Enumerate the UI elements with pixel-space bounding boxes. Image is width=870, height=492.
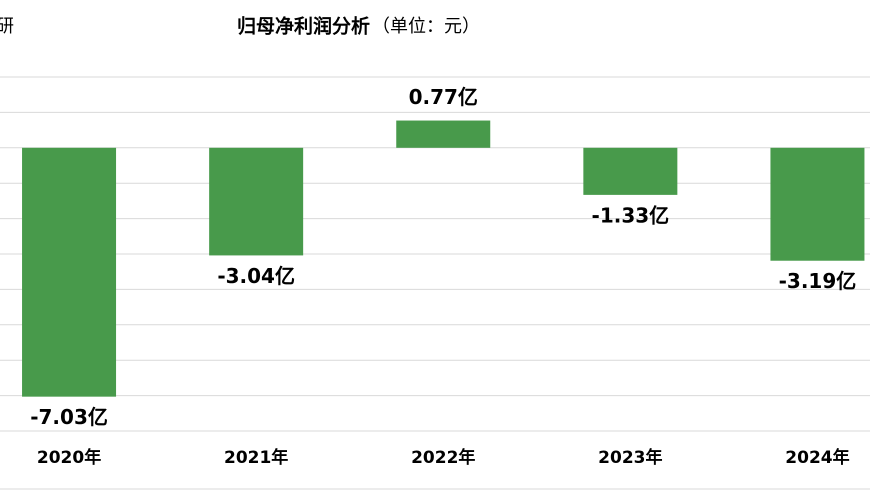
- value-label: -3.04亿: [217, 264, 295, 288]
- bar: [770, 147, 865, 261]
- unit-note: （单位：元）: [372, 16, 480, 37]
- x-tick-label: 2024年: [785, 447, 849, 468]
- bar: [22, 147, 117, 397]
- x-tick-label: 2022年: [411, 447, 475, 468]
- x-tick-label: 2020年: [37, 447, 101, 468]
- annotation: 研: [0, 16, 14, 37]
- bar: [396, 120, 491, 148]
- value-label: -7.03亿: [30, 405, 108, 429]
- x-tick-label: 2023年: [598, 447, 662, 468]
- chart-title: 归母净利润分析: [237, 15, 370, 38]
- value-label: -1.33亿: [592, 203, 670, 227]
- value-label: -3.19亿: [779, 269, 857, 293]
- x-tick-label: 2021年: [224, 447, 288, 468]
- bar: [209, 147, 304, 256]
- bar: [583, 147, 678, 195]
- value-label: 0.77亿: [409, 85, 478, 109]
